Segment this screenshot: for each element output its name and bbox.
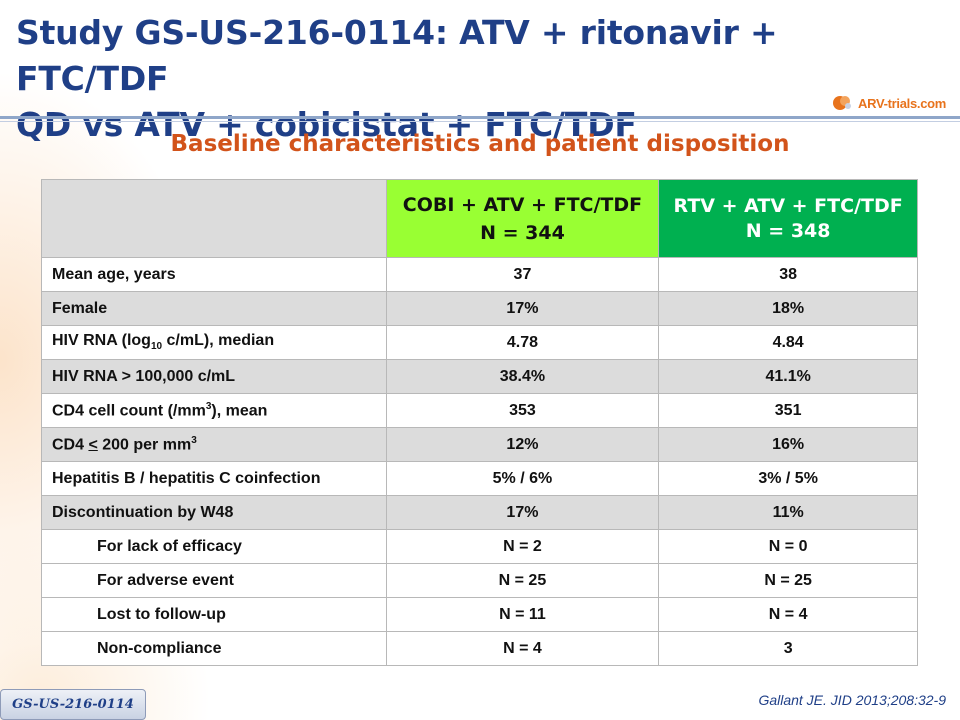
column-header-cobi: COBI + ATV + FTC/TDF N = 344 bbox=[385, 179, 660, 258]
cell-cobi: 17% bbox=[385, 291, 660, 326]
cell-rtv: 11% bbox=[658, 495, 918, 530]
table-row: For adverse event N = 25 N = 25 bbox=[41, 563, 918, 598]
cell-rtv: N = 25 bbox=[658, 563, 918, 598]
cell-cobi: N = 11 bbox=[385, 597, 660, 632]
column-header-cobi-n: N = 344 bbox=[480, 221, 565, 244]
slide-title-line-1: Study GS-US-216-0114: ATV + ritonavir + … bbox=[16, 13, 778, 98]
cell-cobi: 4.78 bbox=[385, 325, 660, 360]
cell-cobi: 38.4% bbox=[385, 359, 660, 394]
cell-rtv: 16% bbox=[658, 427, 918, 462]
row-label-superscript: 3 bbox=[191, 434, 197, 446]
row-label-part: HIV RNA (log bbox=[52, 332, 151, 350]
row-label-part: c/mL), median bbox=[162, 332, 275, 350]
row-label-part: ), mean bbox=[211, 402, 268, 420]
row-label: HIV RNA (log10 c/mL), median bbox=[41, 325, 387, 360]
row-label-part: 200 per mm bbox=[97, 436, 192, 454]
table-row: CD4 cell count (/mm3), mean 353 351 bbox=[41, 393, 918, 428]
column-header-rtv: RTV + ATV + FTC/TDF N = 348 bbox=[658, 179, 918, 258]
column-header-cobi-name: COBI + ATV + FTC/TDF bbox=[402, 193, 643, 216]
cell-cobi: 37 bbox=[385, 257, 660, 292]
row-label: Non-compliance bbox=[41, 631, 387, 666]
row-label-part: CD4 bbox=[52, 436, 89, 454]
logo-text: ARV-trials.com bbox=[858, 95, 947, 111]
cell-cobi: 12% bbox=[385, 427, 660, 462]
table-row: HIV RNA (log10 c/mL), median 4.78 4.84 bbox=[41, 325, 918, 360]
table-row: Female 17% 18% bbox=[41, 291, 918, 326]
cell-rtv: 18% bbox=[658, 291, 918, 326]
cell-rtv: N = 0 bbox=[658, 529, 918, 564]
table-header-row: COBI + ATV + FTC/TDF N = 344 RTV + ATV +… bbox=[41, 179, 918, 258]
cell-cobi: 353 bbox=[385, 393, 660, 428]
row-label: Discontinuation by W48 bbox=[41, 495, 387, 530]
cell-rtv: 3 bbox=[658, 631, 918, 666]
citation: Gallant JE. JID 2013;208:32-9 bbox=[758, 692, 946, 708]
slide-title-line-2: QD vs ATV + cobicistat + FTC/TDF bbox=[16, 105, 637, 144]
table-row: Discontinuation by W48 17% 11% bbox=[41, 495, 918, 530]
title-divider-thin bbox=[0, 121, 960, 122]
cell-cobi: 5% / 6% bbox=[385, 461, 660, 496]
row-label: Female bbox=[41, 291, 387, 326]
row-label: For adverse event bbox=[41, 563, 387, 598]
table-row: Lost to follow-up N = 11 N = 4 bbox=[41, 597, 918, 632]
row-label-subscript: 10 bbox=[150, 341, 163, 353]
row-label: Hepatitis B / hepatitis C coinfection bbox=[41, 461, 387, 496]
cell-cobi: 17% bbox=[385, 495, 660, 530]
row-label-underlined: < bbox=[88, 436, 98, 454]
cell-cobi: N = 2 bbox=[385, 529, 660, 564]
arv-trials-logo: ARV-trials.com bbox=[832, 92, 946, 114]
table-row: Non-compliance N = 4 3 bbox=[41, 631, 918, 666]
column-header-rtv-name: RTV + ATV + FTC/TDF bbox=[673, 194, 903, 217]
row-label-superscript: 3 bbox=[205, 400, 212, 412]
baseline-table: COBI + ATV + FTC/TDF N = 344 RTV + ATV +… bbox=[41, 179, 918, 666]
table-row: For lack of efficacy N = 2 N = 0 bbox=[41, 529, 918, 564]
cell-rtv: 38 bbox=[658, 257, 918, 292]
cell-cobi: N = 4 bbox=[385, 631, 660, 666]
table-row: CD4 < 200 per mm3 12% 16% bbox=[41, 427, 918, 462]
row-label: Lost to follow-up bbox=[41, 597, 387, 632]
cell-rtv: 41.1% bbox=[658, 359, 918, 394]
table-row: Mean age, years 37 38 bbox=[41, 257, 918, 292]
cell-rtv: 351 bbox=[658, 393, 918, 428]
table-row: HIV RNA > 100,000 c/mL 38.4% 41.1% bbox=[41, 359, 918, 394]
study-tag: GS-US-216-0114 bbox=[0, 689, 146, 720]
cell-cobi: N = 25 bbox=[385, 563, 660, 598]
cell-rtv: N = 4 bbox=[658, 597, 918, 632]
column-header-rtv-n: N = 348 bbox=[745, 219, 831, 242]
cell-rtv: 4.84 bbox=[658, 325, 918, 360]
row-label: HIV RNA > 100,000 c/mL bbox=[41, 359, 387, 394]
row-label: CD4 cell count (/mm3), mean bbox=[41, 393, 387, 428]
arv-trials-logo-icon bbox=[833, 96, 851, 110]
cell-rtv: 3% / 5% bbox=[658, 461, 918, 496]
row-label: Mean age, years bbox=[41, 257, 387, 292]
row-label: CD4 < 200 per mm3 bbox=[41, 427, 387, 462]
title-divider bbox=[0, 116, 960, 119]
table-corner-cell bbox=[41, 179, 387, 258]
row-label: For lack of efficacy bbox=[41, 529, 387, 564]
section-subtitle: Baseline characteristics and patient dis… bbox=[170, 131, 790, 157]
table-row: Hepatitis B / hepatitis C coinfection 5%… bbox=[41, 461, 918, 496]
row-label-part: CD4 cell count (/mm bbox=[52, 402, 206, 420]
slide-title: Study GS-US-216-0114: ATV + ritonavir + … bbox=[16, 10, 916, 148]
